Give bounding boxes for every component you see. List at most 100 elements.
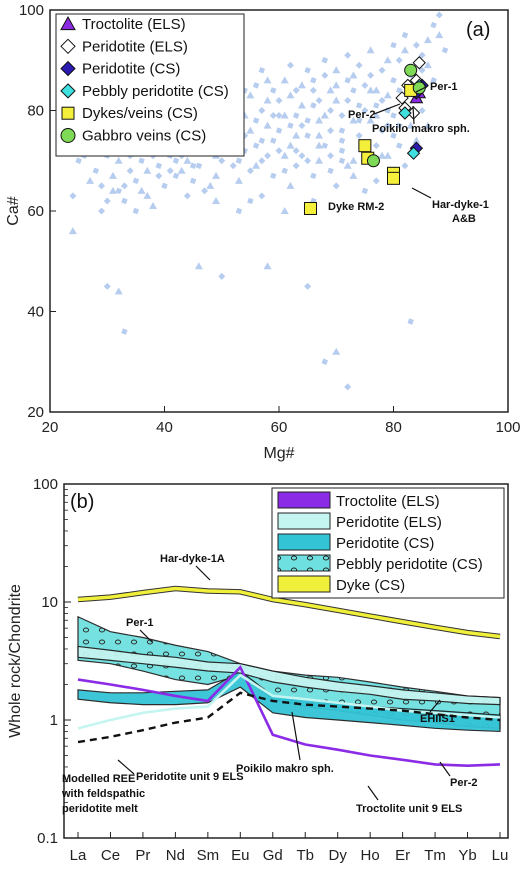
legend-label: Troctolite (ELS) [336, 493, 440, 510]
background-point [338, 112, 346, 120]
background-point [349, 156, 358, 164]
background-point [344, 96, 352, 104]
background-point [332, 66, 341, 74]
background-point [297, 101, 306, 109]
background-point [401, 31, 409, 39]
background-point [378, 127, 386, 135]
y-tick-label: 10 [41, 594, 58, 611]
data-point [358, 139, 372, 153]
background-point [327, 127, 335, 135]
background-point [400, 46, 409, 54]
background-point [286, 61, 294, 69]
x-tick-label: Pr [135, 847, 150, 864]
annotation-label: Per-2 [348, 109, 376, 121]
background-point [264, 152, 272, 160]
background-point [349, 71, 358, 79]
y-axis-label-a: Ca# [5, 196, 22, 225]
annotation-label: EHIIS1 [420, 713, 455, 725]
background-point [275, 147, 283, 155]
background-point [108, 171, 117, 179]
background-point [315, 96, 323, 104]
background-point [263, 262, 272, 270]
background-point [344, 383, 352, 391]
background-point [292, 112, 300, 119]
background-point [418, 107, 426, 114]
background-point [332, 182, 340, 190]
background-point [372, 86, 381, 94]
x-tick-label: Tm [424, 847, 446, 864]
annotation-label: Modelled REE [62, 773, 135, 785]
background-point [155, 172, 163, 180]
background-point [292, 86, 300, 94]
background-point [423, 36, 432, 44]
annotation-leader [412, 105, 415, 125]
background-point [321, 71, 329, 79]
panel-label-b: (b) [70, 491, 94, 513]
background-point [361, 107, 369, 114]
x-tick-label: 100 [495, 419, 520, 436]
panel-b: 0.1 1 10 100 La Ce Pr Nd Sm Eu Gd Tb Dy Ho Er Tm Yb Lu Tr… [7, 476, 509, 864]
background-point [115, 187, 122, 195]
series-line [77, 586, 501, 639]
background-point [418, 51, 426, 59]
background-point [69, 192, 77, 200]
background-point [280, 76, 289, 84]
background-point [292, 131, 301, 139]
background-point [372, 177, 380, 185]
background-point [246, 167, 254, 175]
x-tick-label: 60 [271, 419, 288, 436]
background-point [435, 11, 443, 19]
annotation-label: Per-2 [450, 777, 478, 789]
panel-label-a: (a) [466, 19, 490, 41]
background-point [390, 41, 397, 49]
background-point [315, 156, 324, 164]
background-point [121, 197, 128, 205]
panel-a: 20 40 60 80 100 20 40 60 80 100 Troctolite (ELS) P… [5, 2, 520, 462]
data-point [366, 154, 380, 168]
y-tick-label: 40 [27, 304, 44, 321]
annotation-label: Poikilo makro sph. [236, 763, 334, 775]
background-point [201, 187, 209, 195]
background-point [412, 136, 421, 144]
background-point [114, 287, 123, 295]
background-point [406, 121, 415, 129]
legend-marker [60, 15, 76, 31]
background-point [275, 112, 283, 120]
background-point [332, 81, 341, 89]
background-point [275, 96, 283, 104]
x-tick-label: Ho [361, 847, 380, 864]
background-point [338, 147, 346, 154]
background-point [430, 77, 437, 84]
background-point [189, 177, 197, 185]
background-point [383, 56, 392, 64]
y-tick-label: 1 [50, 712, 58, 729]
background-point [407, 318, 414, 325]
background-point [286, 91, 295, 99]
annotation-leader [139, 629, 153, 643]
background-point [297, 81, 306, 89]
band-peridotite-els- [77, 645, 501, 706]
legend-swatch [277, 533, 331, 551]
background-point [155, 162, 162, 169]
legend-marker [60, 83, 76, 99]
legend-label: Dykes/veins (CS) [82, 105, 198, 122]
data-point [398, 106, 412, 120]
background-point [350, 87, 357, 94]
y-tick-label: 100 [19, 2, 44, 19]
background-point [218, 272, 226, 280]
background-point [332, 347, 341, 355]
background-point [423, 61, 432, 69]
background-point [390, 112, 397, 119]
background-point [355, 61, 363, 69]
background-point [263, 76, 272, 84]
legend-b: Troctolite (ELS) Peridotite (ELS) Peridoti… [271, 487, 505, 599]
background-point [218, 157, 226, 165]
background-point [343, 161, 352, 169]
background-point [378, 151, 387, 159]
legend-swatch [277, 575, 331, 593]
series-a [303, 56, 429, 215]
x-tick-label: Dy [329, 847, 348, 864]
background-point [395, 56, 403, 64]
background-point [149, 201, 158, 209]
